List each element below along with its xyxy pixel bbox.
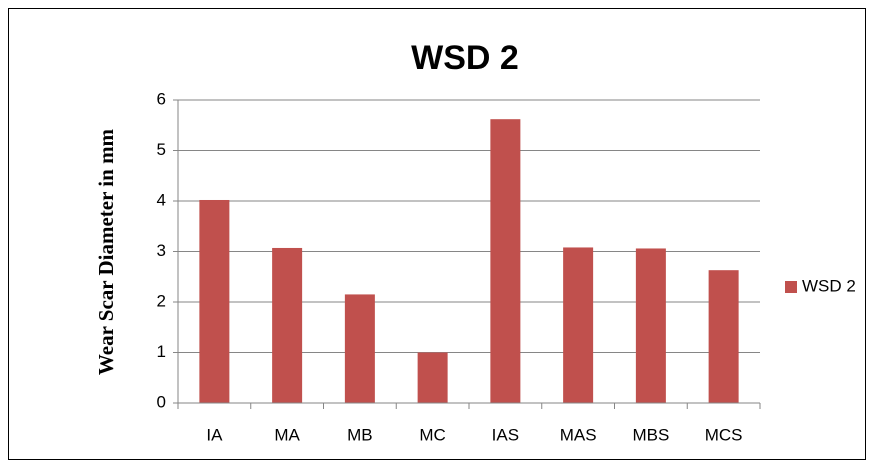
y-tick-label: 6 (157, 89, 166, 108)
x-tick-label: MA (274, 425, 300, 444)
bar (490, 119, 521, 403)
bar (344, 294, 375, 403)
x-tick-label: MCS (705, 425, 743, 444)
y-tick-label: 3 (157, 241, 166, 260)
x-tick-label: IA (206, 425, 223, 444)
bar (708, 270, 739, 403)
y-tick-label: 2 (157, 291, 166, 310)
bar (199, 199, 230, 403)
y-tick-label: 5 (157, 140, 166, 159)
chart-title: WSD 2 (411, 39, 519, 77)
bar (417, 352, 448, 403)
bar (272, 247, 303, 403)
y-axis-label: Wear Scar Diameter in mm (94, 128, 118, 375)
legend-label: WSD 2 (802, 276, 856, 295)
y-tick-label: 1 (157, 342, 166, 361)
x-tick-label: MBS (632, 425, 669, 444)
x-tick-label: IAS (492, 425, 519, 444)
y-tick-label: 4 (157, 190, 166, 209)
bar (563, 247, 594, 403)
x-tick-label: MC (419, 425, 445, 444)
legend-swatch (785, 281, 797, 293)
bar (635, 248, 666, 403)
x-tick-label: MB (347, 425, 373, 444)
y-tick-label: 0 (157, 392, 166, 411)
x-tick-label: MAS (560, 425, 597, 444)
